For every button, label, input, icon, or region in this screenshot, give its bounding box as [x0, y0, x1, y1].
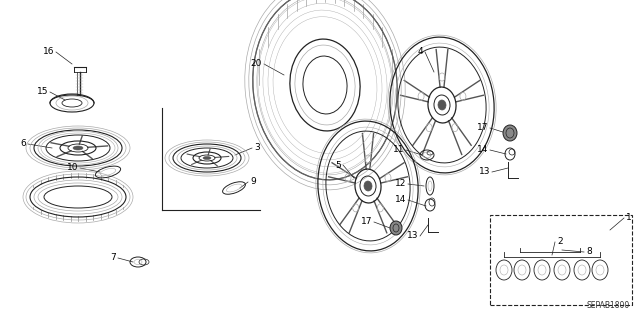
Text: 7: 7: [110, 254, 116, 263]
Text: 1: 1: [626, 213, 632, 222]
Ellipse shape: [503, 125, 517, 141]
Text: 15: 15: [36, 87, 48, 97]
Ellipse shape: [438, 100, 446, 110]
Text: 14: 14: [395, 196, 406, 204]
Text: 14: 14: [477, 145, 488, 154]
Text: 16: 16: [42, 48, 54, 56]
Text: 13: 13: [406, 232, 418, 241]
Text: 13: 13: [479, 167, 490, 176]
Text: 11: 11: [392, 145, 404, 154]
Ellipse shape: [73, 146, 83, 150]
Ellipse shape: [203, 157, 211, 160]
Text: 10: 10: [67, 164, 78, 173]
Ellipse shape: [390, 221, 402, 235]
Text: 17: 17: [360, 218, 372, 226]
Text: 4: 4: [417, 48, 423, 56]
Text: 6: 6: [20, 139, 26, 149]
Text: 20: 20: [251, 60, 262, 69]
Text: 12: 12: [395, 180, 406, 189]
Text: 8: 8: [586, 248, 592, 256]
Text: 3: 3: [254, 144, 260, 152]
Text: 9: 9: [250, 177, 256, 187]
Text: SEPAB1800: SEPAB1800: [587, 301, 630, 310]
Text: 2: 2: [557, 238, 563, 247]
Bar: [490, 215, 632, 305]
Text: 17: 17: [477, 123, 488, 132]
Text: 5: 5: [335, 160, 341, 169]
Ellipse shape: [364, 181, 372, 191]
